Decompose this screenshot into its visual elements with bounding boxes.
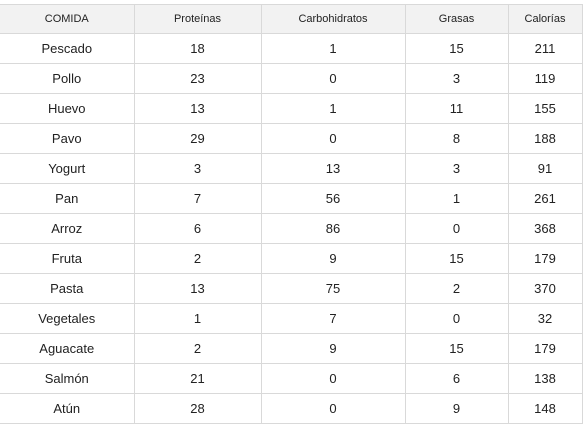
calories-cell[interactable]: 370 (507, 273, 583, 304)
table-header: COMIDA Proteínas Carbohidratos Grasas Ca… (0, 4, 583, 34)
carbs-cell[interactable]: 9 (260, 333, 406, 364)
protein-cell[interactable]: 1 (133, 303, 262, 334)
header-cell-proteinas[interactable]: Proteínas (133, 4, 262, 34)
fat-cell[interactable]: 15 (404, 333, 509, 364)
carbs-cell[interactable]: 0 (260, 363, 406, 394)
fat-cell[interactable]: 1 (404, 183, 509, 214)
calories-cell[interactable]: 368 (507, 213, 583, 244)
table-row: Fruta 2 9 15 179 (0, 243, 583, 274)
carbs-cell[interactable]: 0 (260, 393, 406, 424)
carbs-cell[interactable]: 0 (260, 63, 406, 94)
protein-cell[interactable]: 6 (133, 213, 262, 244)
protein-cell[interactable]: 21 (133, 363, 262, 394)
fat-cell[interactable]: 11 (404, 93, 509, 124)
calories-cell[interactable]: 138 (507, 363, 583, 394)
calories-cell[interactable]: 148 (507, 393, 583, 424)
protein-cell[interactable]: 23 (133, 63, 262, 94)
protein-cell[interactable]: 2 (133, 243, 262, 274)
carbs-cell[interactable]: 13 (260, 153, 406, 184)
food-cell[interactable]: Huevo (0, 93, 135, 124)
protein-cell[interactable]: 7 (133, 183, 262, 214)
carbs-cell[interactable]: 7 (260, 303, 406, 334)
protein-cell[interactable]: 28 (133, 393, 262, 424)
fat-cell[interactable]: 15 (404, 33, 509, 64)
carbs-cell[interactable]: 56 (260, 183, 406, 214)
fat-cell[interactable]: 2 (404, 273, 509, 304)
calories-cell[interactable]: 179 (507, 333, 583, 364)
table-row: Pan 7 56 1 261 (0, 183, 583, 214)
food-cell[interactable]: Pollo (0, 63, 135, 94)
table-row: Vegetales 1 7 0 32 (0, 303, 583, 334)
fat-cell[interactable]: 8 (404, 123, 509, 154)
table-row: Huevo 13 1 11 155 (0, 93, 583, 124)
fat-cell[interactable]: 3 (404, 153, 509, 184)
calories-cell[interactable]: 179 (507, 243, 583, 274)
table-row: Yogurt 3 13 3 91 (0, 153, 583, 184)
calories-cell[interactable]: 155 (507, 93, 583, 124)
table-row: Arroz 6 86 0 368 (0, 213, 583, 244)
calories-cell[interactable]: 32 (507, 303, 583, 334)
food-cell[interactable]: Atún (0, 393, 135, 424)
carbs-cell[interactable]: 86 (260, 213, 406, 244)
calories-cell[interactable]: 188 (507, 123, 583, 154)
protein-cell[interactable]: 18 (133, 33, 262, 64)
table-row: Atún 28 0 9 148 (0, 393, 583, 424)
protein-cell[interactable]: 13 (133, 273, 262, 304)
food-cell[interactable]: Fruta (0, 243, 135, 274)
food-cell[interactable]: Pasta (0, 273, 135, 304)
header-cell-comida[interactable]: COMIDA (0, 4, 135, 34)
fat-cell[interactable]: 6 (404, 363, 509, 394)
carbs-cell[interactable]: 9 (260, 243, 406, 274)
fat-cell[interactable]: 0 (404, 213, 509, 244)
table-body: Pescado 18 1 15 211 Pollo 23 0 3 119 Huevo 13 1 11 155… (0, 33, 583, 424)
carbs-cell[interactable]: 1 (260, 93, 406, 124)
fat-cell[interactable]: 9 (404, 393, 509, 424)
calories-cell[interactable]: 211 (507, 33, 583, 64)
food-cell[interactable]: Pavo (0, 123, 135, 154)
table-row: Salmón 21 0 6 138 (0, 363, 583, 394)
protein-cell[interactable]: 13 (133, 93, 262, 124)
table-row: Aguacate 2 9 15 179 (0, 333, 583, 364)
table-row: Pollo 23 0 3 119 (0, 63, 583, 94)
fat-cell[interactable]: 0 (404, 303, 509, 334)
food-cell[interactable]: Vegetales (0, 303, 135, 334)
food-cell[interactable]: Yogurt (0, 153, 135, 184)
header-cell-grasas[interactable]: Grasas (404, 4, 509, 34)
food-cell[interactable]: Arroz (0, 213, 135, 244)
header-row: COMIDA Proteínas Carbohidratos Grasas Ca… (0, 4, 583, 34)
nutrition-table: COMIDA Proteínas Carbohidratos Grasas Ca… (0, 4, 583, 424)
carbs-cell[interactable]: 0 (260, 123, 406, 154)
header-cell-carbohidratos[interactable]: Carbohidratos (260, 4, 406, 34)
calories-cell[interactable]: 261 (507, 183, 583, 214)
calories-cell[interactable]: 91 (507, 153, 583, 184)
table-row: Pasta 13 75 2 370 (0, 273, 583, 304)
carbs-cell[interactable]: 75 (260, 273, 406, 304)
protein-cell[interactable]: 2 (133, 333, 262, 364)
header-cell-calorias[interactable]: Calorías (507, 4, 583, 34)
food-cell[interactable]: Salmón (0, 363, 135, 394)
food-cell[interactable]: Pescado (0, 33, 135, 64)
fat-cell[interactable]: 3 (404, 63, 509, 94)
protein-cell[interactable]: 29 (133, 123, 262, 154)
table-row: Pavo 29 0 8 188 (0, 123, 583, 154)
protein-cell[interactable]: 3 (133, 153, 262, 184)
fat-cell[interactable]: 15 (404, 243, 509, 274)
carbs-cell[interactable]: 1 (260, 33, 406, 64)
food-cell[interactable]: Aguacate (0, 333, 135, 364)
calories-cell[interactable]: 119 (507, 63, 583, 94)
food-cell[interactable]: Pan (0, 183, 135, 214)
table-row: Pescado 18 1 15 211 (0, 33, 583, 64)
